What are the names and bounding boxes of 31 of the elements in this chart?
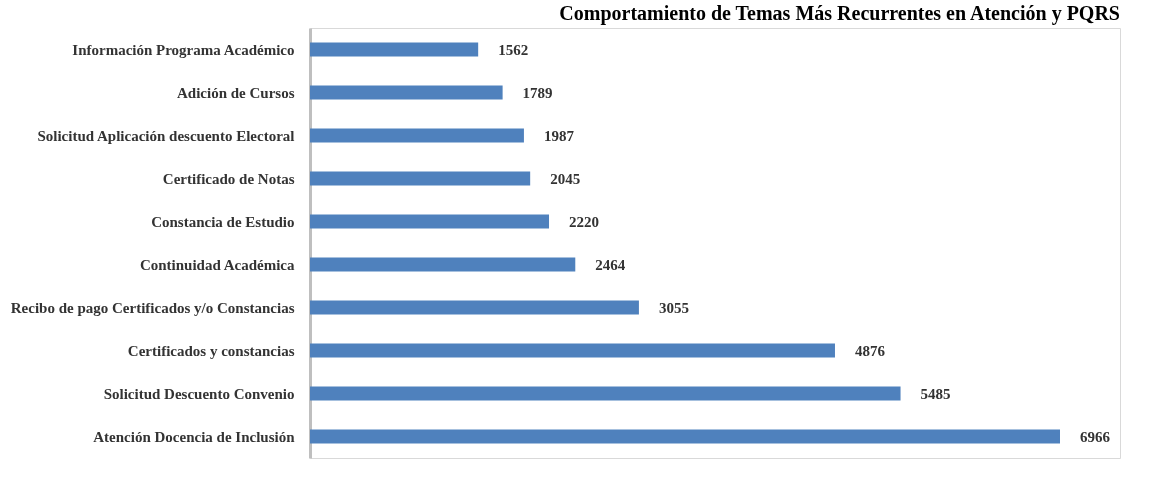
y-tick-label: Adición de Cursos: [176, 84, 295, 101]
y-tick-label: Constancia de Estudio: [151, 213, 295, 230]
bar: [310, 42, 479, 57]
data-label: 2464: [595, 256, 626, 273]
bar: [310, 257, 576, 272]
y-tick-label: Continuidad Académica: [139, 256, 295, 273]
chart-title: Comportamiento de Temas Más Recurrentes en Atención y PQRS: [559, 2, 1120, 25]
data-label: 1789: [522, 84, 553, 101]
bar: [310, 386, 901, 401]
data-label: 1562: [498, 41, 529, 58]
y-tick-label: Certificado de Notas: [162, 170, 295, 187]
data-label: 5485: [920, 385, 951, 402]
y-tick-label: Solicitud Aplicación descuento Electoral: [37, 127, 295, 144]
y-tick-label: Solicitud Descuento Convenio: [103, 385, 295, 402]
data-label: 1987: [543, 127, 575, 144]
data-label: 2045: [550, 170, 581, 187]
bar: [310, 300, 639, 315]
y-tick-label: Recibo de pago Certificados y/o Constancias: [10, 299, 295, 316]
bar: [310, 343, 835, 358]
bar: [310, 214, 550, 229]
bar: [310, 171, 531, 186]
y-tick-label: Certificados y constancias: [127, 342, 295, 359]
data-label: 4876: [854, 342, 886, 359]
bar: [310, 429, 1060, 444]
y-tick-label: Atención Docencia de Inclusión: [93, 428, 296, 445]
data-label: 3055: [658, 299, 689, 316]
bar: [310, 85, 503, 100]
data-label: 6966: [1080, 428, 1111, 445]
bar: [310, 128, 524, 143]
y-tick-label: Información Programa Académico: [72, 41, 295, 58]
data-label: 2220: [569, 213, 600, 230]
